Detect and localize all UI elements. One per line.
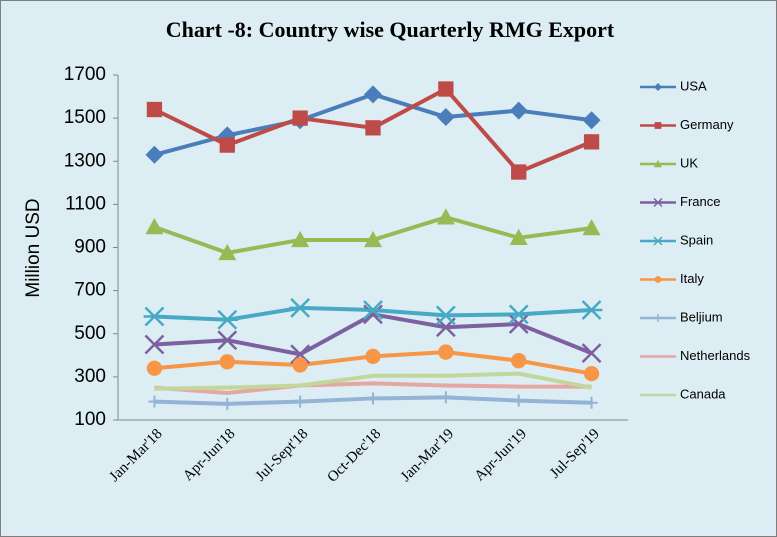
legend-marker (653, 236, 663, 246)
legend-marker (654, 160, 662, 168)
y-tick-label: 1500 (64, 107, 106, 128)
y-tick-label: 900 (74, 237, 106, 258)
marker (291, 230, 310, 248)
marker (294, 395, 307, 408)
marker (219, 137, 235, 153)
y-tick-label: 1300 (64, 150, 106, 171)
marker (145, 218, 164, 235)
legend-label: France (680, 194, 720, 209)
marker (292, 357, 308, 373)
marker (365, 120, 381, 136)
marker (292, 110, 308, 126)
marker (217, 330, 238, 351)
marker (581, 343, 602, 364)
legend-label: USA (680, 78, 707, 93)
marker (290, 344, 311, 365)
marker (363, 304, 383, 325)
marker (580, 300, 603, 320)
marker (364, 85, 382, 104)
marker (436, 208, 455, 225)
marker (583, 134, 600, 150)
marker (436, 108, 455, 127)
legend-marker (654, 314, 662, 322)
series-line (154, 371, 592, 391)
marker (511, 353, 527, 369)
series-line (154, 381, 592, 396)
marker (511, 164, 527, 180)
marker (367, 392, 379, 405)
y-tick-label: 1700 (64, 64, 106, 85)
y-tick-label: 300 (74, 366, 106, 387)
legend-marker (654, 122, 662, 129)
legend-label: Italy (680, 271, 704, 286)
marker (512, 394, 525, 407)
marker (219, 354, 235, 370)
y-tick-label: 700 (74, 280, 106, 301)
marker (289, 297, 311, 318)
legend-label: Beljium (680, 309, 723, 324)
marker (218, 243, 237, 261)
marker (362, 300, 384, 320)
marker (507, 304, 530, 325)
legend-label: Netherlands (680, 348, 751, 363)
y-axis-label: Million USD (23, 198, 44, 297)
marker (583, 365, 600, 382)
marker (144, 334, 165, 355)
legend-label: Germany (680, 117, 734, 132)
marker (508, 314, 529, 334)
marker (509, 228, 528, 245)
legend-marker (653, 197, 663, 208)
marker (438, 81, 454, 97)
marker (145, 145, 164, 164)
marker (148, 395, 161, 408)
marker (435, 305, 457, 326)
marker (509, 101, 528, 120)
marker (221, 397, 234, 410)
legend-marker (654, 83, 662, 91)
legend-label: Spain (680, 232, 713, 247)
marker (216, 309, 239, 330)
marker (582, 111, 601, 130)
y-tick-label: 500 (74, 323, 106, 344)
marker (585, 396, 598, 409)
y-tick-label: 100 (74, 409, 106, 430)
y-tick-label: 1100 (65, 193, 106, 214)
marker (143, 306, 166, 327)
marker (146, 101, 163, 118)
marker (438, 344, 454, 360)
marker (439, 391, 452, 404)
chart-title: Chart -8: Country wise Quarterly RMG Exp… (166, 17, 615, 42)
marker (364, 230, 382, 248)
legend-label: Canada (680, 386, 726, 401)
marker (146, 360, 163, 376)
legend-label: UK (680, 155, 698, 170)
marker (582, 219, 601, 236)
marker (365, 348, 381, 365)
legend-marker (654, 276, 662, 283)
